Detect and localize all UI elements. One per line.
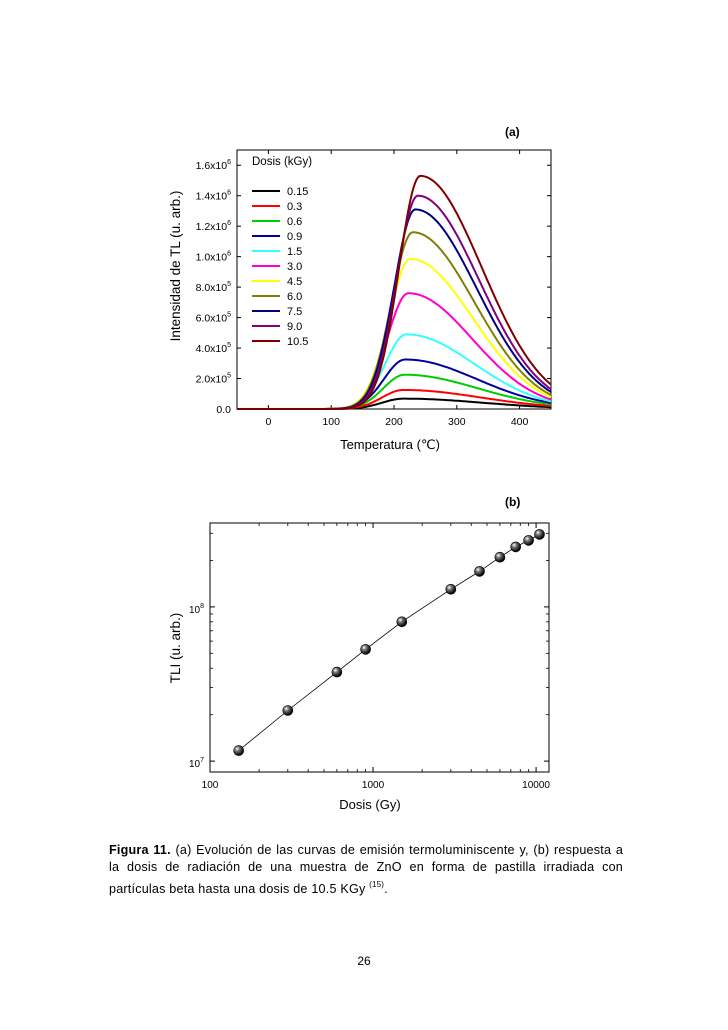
- panel-a-label: (a): [505, 125, 520, 139]
- data-point: [474, 566, 485, 577]
- data-point: [396, 616, 408, 628]
- panel-a-chart: (a) 0.0 2.0x105 4.0x105 6.0x105 8.0x105 1.0x1…: [168, 125, 552, 452]
- curve-dose-4.5: [237, 257, 552, 410]
- data-point: [534, 529, 545, 540]
- curve-dose-10.5: [237, 174, 552, 410]
- b-x-tick-label: 1000: [362, 780, 385, 791]
- data-point: [510, 541, 522, 553]
- a-y-tick-label: 1.6x106: [196, 159, 232, 172]
- a-y-tick-label: 0.0: [216, 404, 231, 416]
- b-x-tick-label: 100: [202, 780, 219, 791]
- a-y-tick-label: 1.0x106: [196, 251, 232, 264]
- figure-caption: Figura 11. (a) Evolución de las curvas d…: [109, 842, 623, 898]
- data-point: [360, 644, 371, 655]
- legend-entry: 0.9: [287, 231, 302, 243]
- caption-end: .: [384, 882, 388, 896]
- panel-a-curves: [237, 174, 552, 410]
- legend-entry: 0.3: [287, 201, 302, 213]
- caption-text: (a) Evolución de las curvas de emisión t…: [109, 843, 624, 896]
- b-y-tick-label: 108: [189, 603, 204, 616]
- page-number: 26: [357, 954, 371, 968]
- panel-a-y-label: Intensidad de TL (u. arb.): [168, 191, 183, 342]
- panel-a-x-label: Temperatura (℃): [340, 437, 440, 452]
- panel-b-plot-frame: [209, 522, 550, 773]
- caption-label: Figura 11.: [109, 843, 171, 857]
- panel-b-points: [233, 529, 545, 756]
- data-point: [331, 666, 343, 678]
- legend-entry: 4.5: [287, 276, 302, 288]
- legend-entry: 0.6: [287, 216, 302, 228]
- b-x-tick-label: 10000: [522, 780, 550, 791]
- data-point: [233, 745, 244, 756]
- panel-b-y-label: TLI (u. arb.): [168, 613, 183, 684]
- a-x-tick-label: 100: [322, 416, 340, 428]
- legend-entry: 6.0: [287, 291, 302, 303]
- data-point: [282, 705, 294, 716]
- panel-b-chart: (b) 107 108 100 1000 10000 Dosis (Gy) TLI (…: [168, 495, 550, 812]
- a-y-tick-label: 4.0x105: [196, 342, 232, 355]
- b-y-tick-label: 107: [189, 757, 204, 770]
- legend-entry: 10.5: [287, 336, 308, 348]
- a-y-tick-label: 1.2x106: [196, 220, 232, 233]
- panel-b-y-axis: 107 108: [189, 532, 549, 770]
- a-x-tick-label: 300: [448, 416, 466, 428]
- a-y-tick-label: 8.0x105: [196, 281, 232, 294]
- legend-entry: 1.5: [287, 246, 302, 258]
- caption-ref: (15): [369, 880, 385, 889]
- a-x-tick-label: 0: [265, 416, 271, 428]
- legend-title: Dosis (kGy): [252, 156, 312, 168]
- panel-b-x-axis: 100 1000 10000: [202, 523, 550, 791]
- data-point: [445, 583, 457, 595]
- a-y-tick-label: 1.4x106: [196, 190, 232, 203]
- panel-a-y-axis: 0.0 2.0x105 4.0x105 6.0x105 8.0x105 1.0x106 1.…: [196, 159, 551, 416]
- legend-entry: 0.15: [287, 186, 308, 198]
- a-x-tick-label: 200: [385, 416, 403, 428]
- a-x-tick-label: 400: [511, 416, 529, 428]
- panel-b-x-label: Dosis (Gy): [339, 797, 400, 812]
- data-point: [494, 551, 506, 563]
- panel-b-fit-line: [238, 534, 540, 751]
- a-y-tick-label: 2.0x105: [196, 373, 232, 386]
- data-point: [523, 535, 534, 546]
- legend-entry: 9.0: [287, 321, 302, 333]
- panel-a-legend: Dosis (kGy) 0.15 0.3 0.6 0.9 1.5 3.0 4.5 6.0 7.5…: [252, 156, 312, 348]
- panel-b-label: (b): [505, 495, 520, 509]
- a-y-tick-label: 6.0x105: [196, 312, 232, 325]
- legend-entry: 3.0: [287, 261, 302, 273]
- legend-entry: 7.5: [287, 306, 302, 318]
